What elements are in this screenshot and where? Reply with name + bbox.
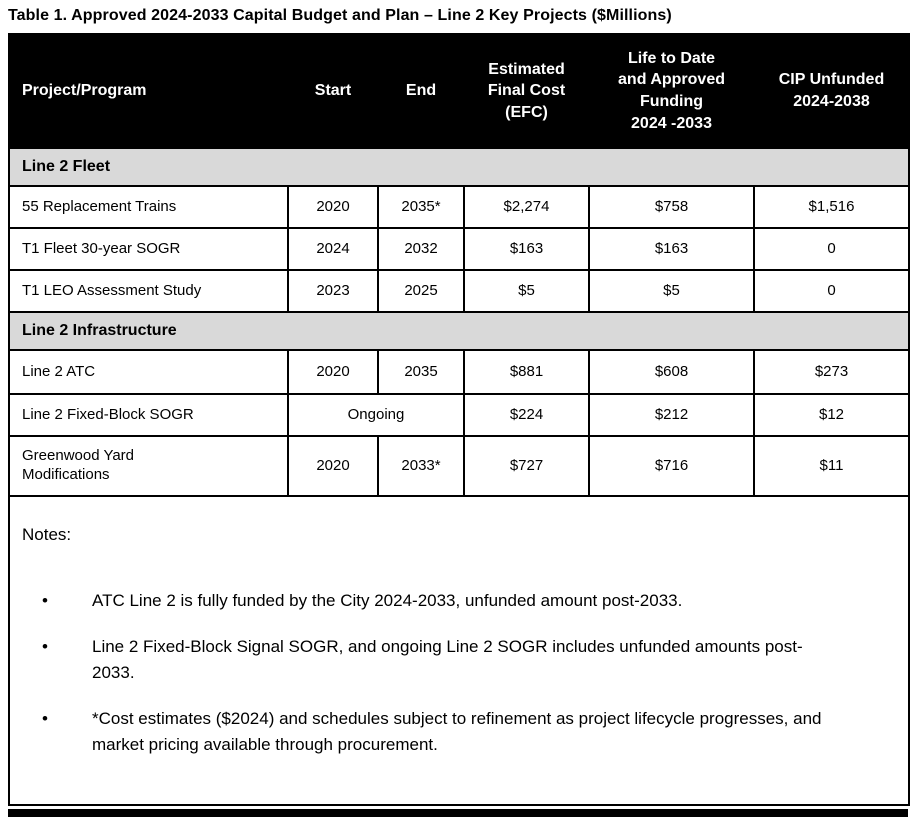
table-header-row: Project/Program Start End Estimated Fina… <box>8 33 910 149</box>
column-header-cip-unfunded: CIP Unfunded 2024-2038 <box>753 33 910 149</box>
cell-efc: $5 <box>463 269 590 313</box>
cell-cip-unfunded: 0 <box>753 227 910 271</box>
cell-end: 2032 <box>377 227 465 271</box>
cell-life-to-date: $716 <box>588 435 755 497</box>
cell-cip-unfunded: 0 <box>753 269 910 313</box>
cell-start: 2023 <box>287 269 379 313</box>
cell-life-to-date: $608 <box>588 349 755 395</box>
section-label: Line 2 Fleet <box>8 147 910 187</box>
cell-life-to-date: $163 <box>588 227 755 271</box>
cell-start: 2020 <box>287 349 379 395</box>
cell-start: 2020 <box>287 435 379 497</box>
capital-budget-table: Project/Program Start End Estimated Fina… <box>8 33 910 806</box>
note-text: ATC Line 2 is fully funded by the City 2… <box>92 591 683 610</box>
cell-cip-unfunded: $12 <box>753 393 910 437</box>
cell-life-to-date: $5 <box>588 269 755 313</box>
cell-life-to-date: $758 <box>588 185 755 229</box>
section-row-line2-fleet: Line 2 Fleet <box>8 147 910 187</box>
table-row-t1-leo-assessment: T1 LEO Assessment Study 2023 2025 $5 $5 … <box>8 269 910 313</box>
cell-project: 55 Replacement Trains <box>8 185 289 229</box>
table-row-55-replacement-trains: 55 Replacement Trains 2020 2035* $2,274 … <box>8 185 910 229</box>
cell-project: Greenwood Yard Modifications <box>8 435 289 497</box>
section-row-line2-infrastructure: Line 2 Infrastructure <box>8 311 910 351</box>
note-text: Line 2 Fixed-Block Signal SOGR, and ongo… <box>92 637 803 682</box>
column-header-project-program: Project/Program <box>8 33 289 149</box>
note-item: ATC Line 2 is fully funded by the City 2… <box>22 588 837 614</box>
column-header-end: End <box>377 33 465 149</box>
cell-project: Line 2 ATC <box>8 349 289 395</box>
notes-row: Notes: ATC Line 2 is fully funded by the… <box>8 495 910 806</box>
note-text: *Cost estimates ($2024) and schedules su… <box>92 709 822 754</box>
table-row-t1-fleet-sogr: T1 Fleet 30-year SOGR 2024 2032 $163 $16… <box>8 227 910 271</box>
cell-start: 2024 <box>287 227 379 271</box>
cell-efc: $881 <box>463 349 590 395</box>
table-bottom-border <box>8 809 908 817</box>
cell-efc: $727 <box>463 435 590 497</box>
cell-cip-unfunded: $11 <box>753 435 910 497</box>
table-row-greenwood-yard: Greenwood Yard Modifications 2020 2033* … <box>8 435 910 497</box>
cell-cip-unfunded: $273 <box>753 349 910 395</box>
cell-schedule-ongoing: Ongoing <box>287 393 465 437</box>
notes-cell: Notes: ATC Line 2 is fully funded by the… <box>8 495 910 806</box>
notes-label: Notes: <box>22 525 72 544</box>
cell-cip-unfunded: $1,516 <box>753 185 910 229</box>
cell-life-to-date: $212 <box>588 393 755 437</box>
notes-list: ATC Line 2 is fully funded by the City 2… <box>22 568 898 778</box>
cell-project: Line 2 Fixed-Block SOGR <box>8 393 289 437</box>
document-page: Table 1. Approved 2024-2033 Capital Budg… <box>0 0 918 694</box>
cell-end: 2025 <box>377 269 465 313</box>
table-row-line2-fixed-block-sogr: Line 2 Fixed-Block SOGR Ongoing $224 $21… <box>8 393 910 437</box>
cell-project: T1 LEO Assessment Study <box>8 269 289 313</box>
cell-start: 2020 <box>287 185 379 229</box>
cell-end: 2035* <box>377 185 465 229</box>
cell-end: 2035 <box>377 349 465 395</box>
table-row-line2-atc: Line 2 ATC 2020 2035 $881 $608 $273 <box>8 349 910 395</box>
note-item: *Cost estimates ($2024) and schedules su… <box>22 706 837 758</box>
column-header-start: Start <box>287 33 379 149</box>
column-header-efc: Estimated Final Cost (EFC) <box>463 33 590 149</box>
cell-end: 2033* <box>377 435 465 497</box>
section-label: Line 2 Infrastructure <box>8 311 910 351</box>
cell-efc: $163 <box>463 227 590 271</box>
cell-project: T1 Fleet 30-year SOGR <box>8 227 289 271</box>
cell-efc: $2,274 <box>463 185 590 229</box>
column-header-life-to-date: Life to Date and Approved Funding 2024 -… <box>588 33 755 149</box>
cell-efc: $224 <box>463 393 590 437</box>
note-item: Line 2 Fixed-Block Signal SOGR, and ongo… <box>22 634 837 686</box>
table-title: Table 1. Approved 2024-2033 Capital Budg… <box>8 7 672 24</box>
